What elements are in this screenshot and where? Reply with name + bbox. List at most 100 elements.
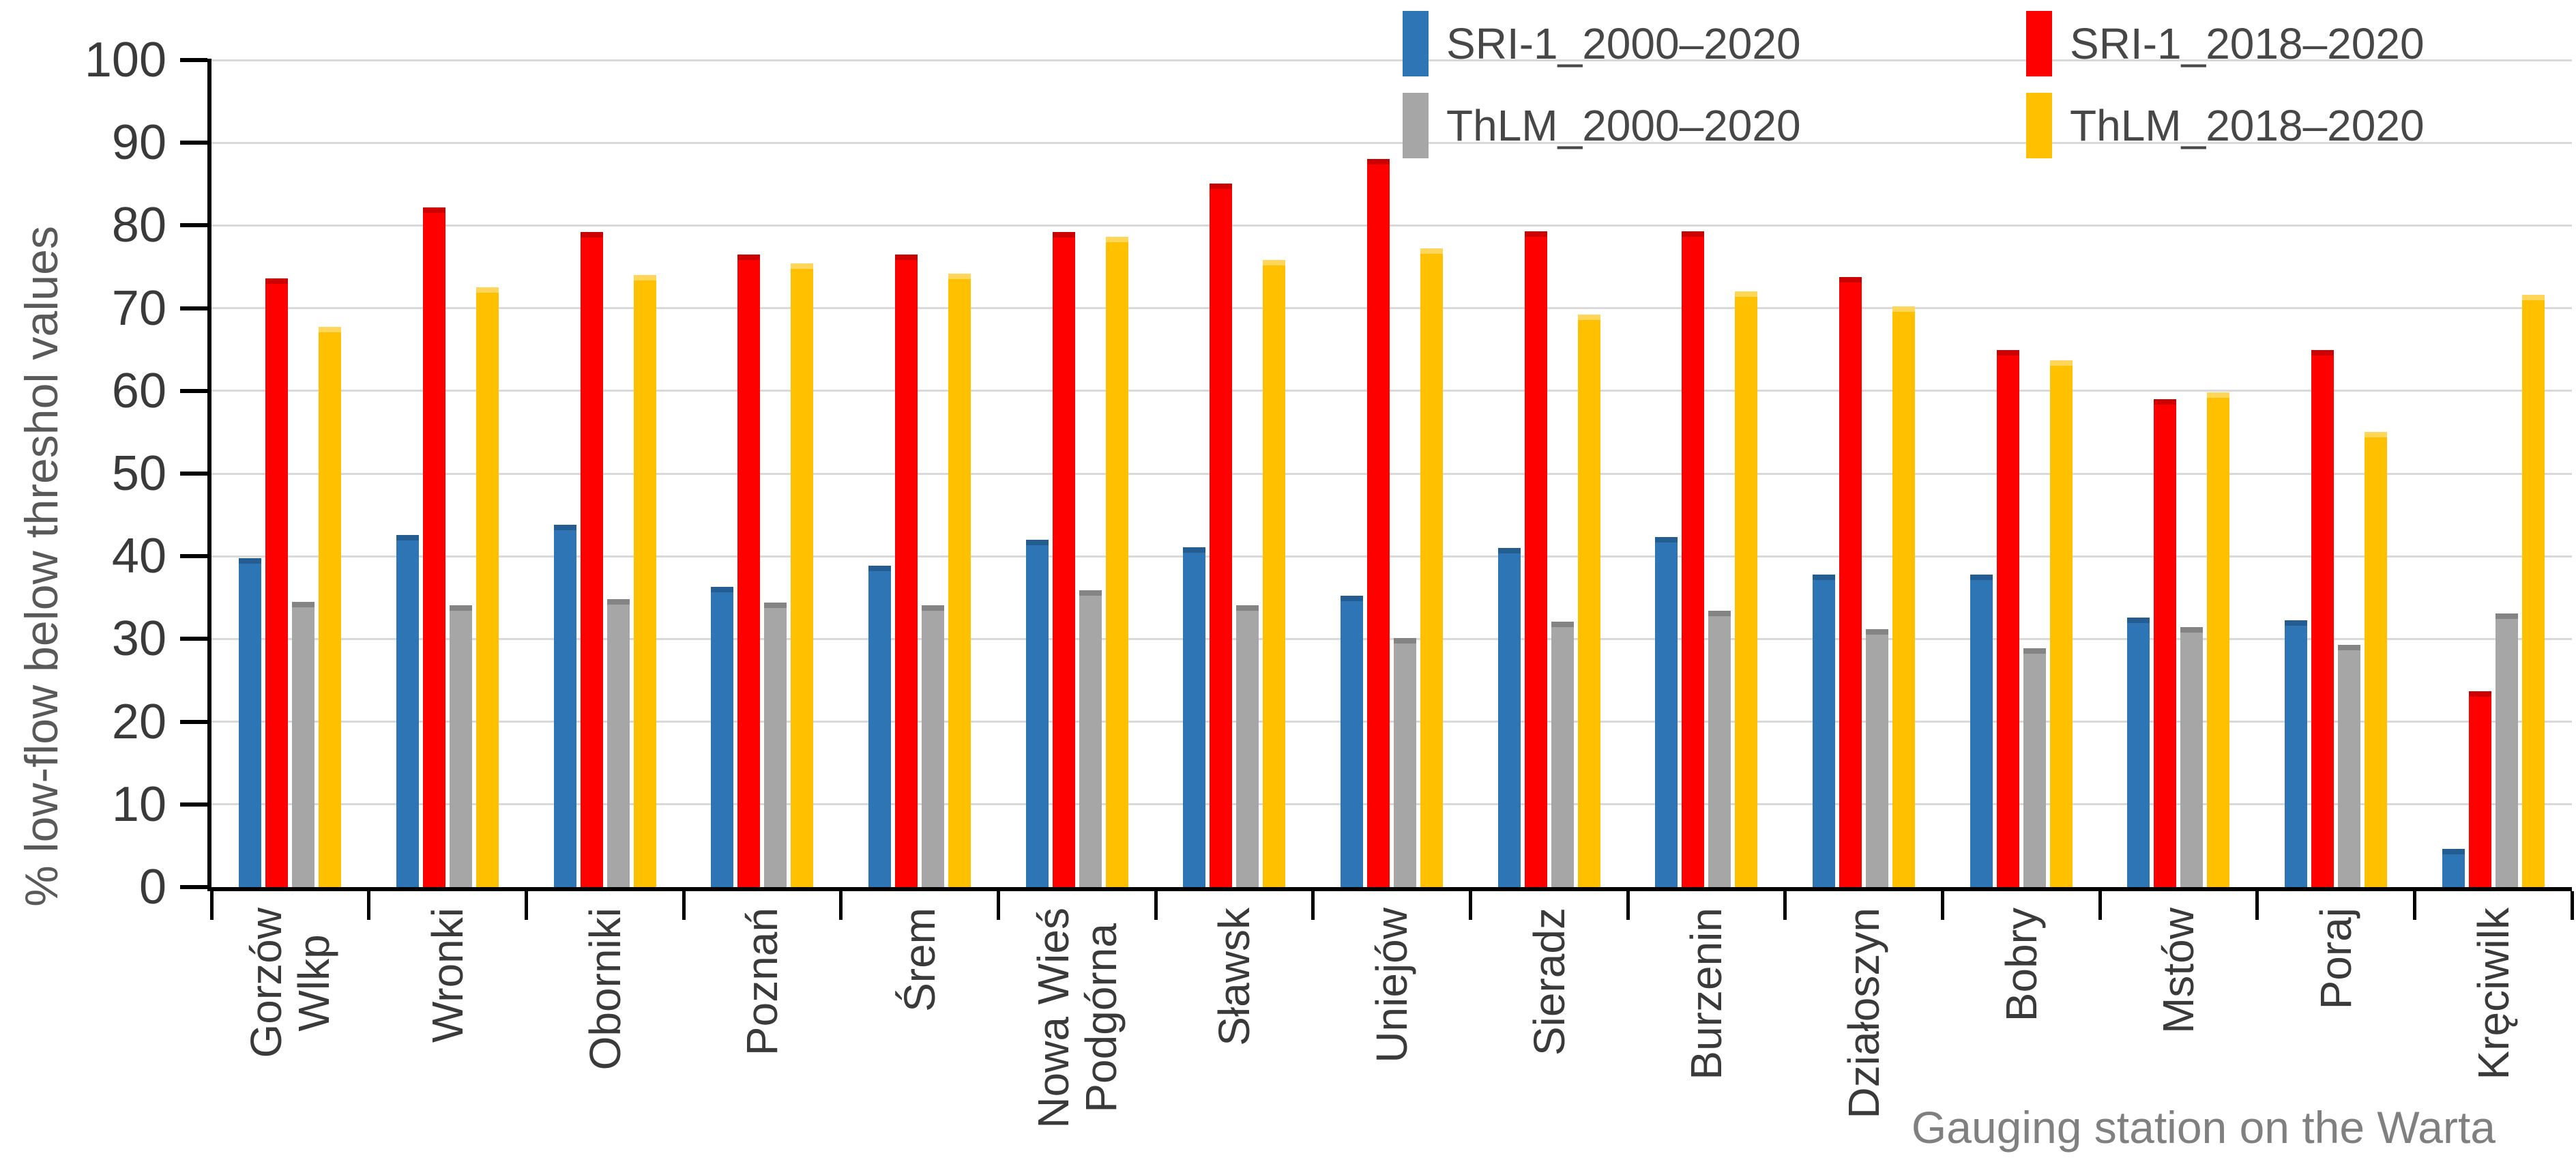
bar bbox=[1839, 276, 1862, 887]
y-tick-label-30: 30 bbox=[111, 611, 166, 667]
legend-item: ThLM_2000–2020 bbox=[1403, 87, 1801, 164]
y-tick-label-70: 70 bbox=[111, 280, 166, 336]
y-tick-20 bbox=[180, 719, 207, 724]
gridline-20 bbox=[211, 721, 2572, 723]
x-category-label: Poraj bbox=[2311, 908, 2360, 1010]
y-tick-100 bbox=[180, 58, 207, 62]
y-tick-90 bbox=[180, 141, 207, 145]
bar bbox=[1183, 547, 1206, 887]
x-tick-15 bbox=[2570, 891, 2574, 920]
bar bbox=[1655, 537, 1678, 887]
legend-swatch-icon bbox=[2026, 11, 2052, 76]
x-tick-1 bbox=[367, 891, 371, 920]
bar bbox=[1577, 315, 1600, 887]
x-category-label: Nowa Wieś Podgórna bbox=[1028, 908, 1126, 1129]
x-category-label: Oborniki bbox=[580, 908, 630, 1071]
y-tick-50 bbox=[180, 472, 207, 476]
bar bbox=[292, 601, 315, 887]
x-category-label: Bobry bbox=[1996, 908, 2046, 1022]
gridline-70 bbox=[211, 307, 2572, 310]
x-tick-12 bbox=[2098, 891, 2102, 920]
bar bbox=[319, 327, 342, 887]
x-tick-0 bbox=[209, 891, 214, 920]
x-tick-4 bbox=[839, 891, 843, 920]
bar bbox=[1813, 574, 1835, 887]
bar bbox=[895, 254, 918, 887]
x-category-label: Sławsk bbox=[1210, 908, 1259, 1046]
legend-label: SRI-1_2000–2020 bbox=[1446, 19, 1801, 68]
bar bbox=[791, 263, 814, 887]
bar bbox=[1970, 574, 1993, 887]
x-category-label: Sieradz bbox=[1524, 908, 1574, 1056]
bar bbox=[265, 278, 289, 887]
gridline-60 bbox=[211, 390, 2572, 392]
x-category-label: Wronki bbox=[423, 908, 472, 1043]
x-category-label: Mstów bbox=[2154, 908, 2204, 1034]
bar bbox=[1367, 159, 1390, 887]
gridline-50 bbox=[211, 472, 2572, 475]
bar bbox=[2311, 350, 2334, 887]
bar bbox=[2521, 295, 2545, 887]
gridline-30 bbox=[211, 637, 2572, 640]
y-tick-label-60: 60 bbox=[111, 363, 166, 418]
y-tick-40 bbox=[180, 554, 207, 559]
bar bbox=[1236, 605, 1259, 887]
y-tick-label-10: 10 bbox=[111, 777, 166, 832]
bar bbox=[1052, 232, 1075, 887]
y-tick-label-50: 50 bbox=[111, 446, 166, 501]
bar bbox=[1420, 248, 1443, 887]
bar bbox=[2285, 620, 2307, 887]
bar bbox=[1341, 596, 1363, 887]
bar bbox=[476, 287, 499, 887]
bar bbox=[2127, 617, 2150, 887]
x-category-label: Poznań bbox=[737, 908, 787, 1056]
x-tick-11 bbox=[1940, 891, 1944, 920]
y-tick-60 bbox=[180, 388, 207, 393]
bar bbox=[1105, 237, 1128, 887]
bar bbox=[423, 207, 445, 887]
legend-item: SRI-1_2000–2020 bbox=[1403, 5, 1801, 82]
y-tick-label-0: 0 bbox=[138, 860, 166, 914]
legend-swatch-icon bbox=[1403, 93, 1429, 158]
x-category-label: Kręciwilk bbox=[2468, 908, 2518, 1080]
x-category-label: Burzenin bbox=[1682, 908, 1731, 1080]
y-tick-label-90: 90 bbox=[111, 115, 166, 171]
bar bbox=[2442, 849, 2465, 887]
x-tick-14 bbox=[2412, 891, 2416, 920]
gridline-80 bbox=[211, 224, 2572, 227]
x-tick-3 bbox=[682, 891, 686, 920]
x-tick-2 bbox=[524, 891, 528, 920]
legend-item: SRI-1_2018–2020 bbox=[2026, 5, 2425, 82]
x-axis-title: Gauging station on the Warta bbox=[1911, 1102, 2496, 1153]
y-tick-10 bbox=[180, 802, 207, 807]
bar bbox=[2023, 648, 2046, 887]
legend-swatch-icon bbox=[2026, 93, 2052, 158]
bar bbox=[2049, 360, 2073, 887]
bar bbox=[2180, 627, 2204, 887]
bar bbox=[2338, 644, 2360, 887]
x-tick-7 bbox=[1311, 891, 1315, 920]
gridline-90 bbox=[211, 141, 2572, 144]
bar bbox=[737, 254, 761, 887]
bar bbox=[450, 605, 472, 887]
x-tick-10 bbox=[1783, 891, 1787, 920]
bar bbox=[580, 232, 603, 887]
bar bbox=[1708, 611, 1731, 887]
legend-item: ThLM_2018–2020 bbox=[2026, 87, 2425, 164]
x-tick-6 bbox=[1154, 891, 1158, 920]
bar bbox=[1025, 539, 1049, 887]
y-tick-label-100: 100 bbox=[84, 33, 166, 87]
gridline-10 bbox=[211, 803, 2572, 806]
x-tick-9 bbox=[1626, 891, 1630, 920]
gridline-100 bbox=[211, 59, 2572, 61]
bar bbox=[711, 587, 734, 887]
legend-label: SRI-1_2018–2020 bbox=[2070, 19, 2425, 68]
bar bbox=[633, 275, 656, 887]
x-tick-5 bbox=[996, 891, 1000, 920]
y-tick-label-40: 40 bbox=[111, 529, 166, 584]
bar bbox=[239, 558, 262, 887]
bar bbox=[2468, 691, 2491, 887]
bar bbox=[1524, 231, 1547, 887]
y-axis-line bbox=[207, 59, 211, 891]
legend-swatch-icon bbox=[1403, 11, 1429, 76]
